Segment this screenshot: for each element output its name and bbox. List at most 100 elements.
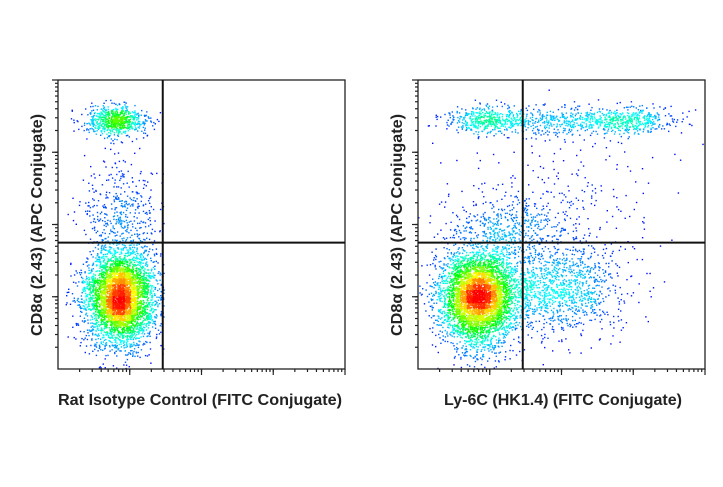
data-point xyxy=(102,330,103,331)
data-point xyxy=(146,287,147,288)
data-point xyxy=(103,304,104,305)
data-point xyxy=(97,278,98,279)
data-point xyxy=(90,297,91,298)
data-point xyxy=(132,354,133,355)
data-point xyxy=(116,351,117,352)
data-point xyxy=(138,193,139,194)
data-point xyxy=(110,267,111,268)
data-point xyxy=(135,212,136,213)
data-point xyxy=(88,277,89,278)
data-point xyxy=(129,276,130,277)
data-point xyxy=(115,198,116,199)
data-point xyxy=(87,319,88,320)
data-point xyxy=(112,129,113,130)
data-point xyxy=(80,308,81,309)
data-point xyxy=(136,277,137,278)
data-point xyxy=(119,310,120,311)
data-point xyxy=(160,253,161,254)
data-point xyxy=(160,255,161,256)
data-point xyxy=(101,318,102,319)
data-point xyxy=(126,310,127,311)
data-point xyxy=(160,325,161,326)
data-point xyxy=(83,305,84,306)
data-point xyxy=(87,213,88,214)
data-point xyxy=(111,117,112,118)
data-point xyxy=(139,301,140,302)
data-point xyxy=(122,227,123,228)
data-point xyxy=(95,320,96,321)
data-point xyxy=(138,281,139,282)
data-point xyxy=(90,239,91,240)
data-point xyxy=(150,302,151,303)
data-point xyxy=(101,125,102,126)
data-point xyxy=(122,280,123,281)
data-point xyxy=(99,271,100,272)
data-point xyxy=(103,306,104,307)
data-point xyxy=(124,221,125,222)
data-point xyxy=(117,125,118,126)
data-point xyxy=(83,331,84,332)
data-point xyxy=(88,129,89,130)
data-point xyxy=(144,323,145,324)
data-point xyxy=(143,221,144,222)
data-point xyxy=(100,314,101,315)
data-point xyxy=(100,296,101,297)
data-point xyxy=(149,294,150,295)
data-point xyxy=(128,315,129,316)
data-point xyxy=(154,301,155,302)
data-point xyxy=(159,333,160,334)
data-point xyxy=(130,121,131,122)
data-point xyxy=(82,289,83,290)
data-point xyxy=(153,310,154,311)
data-point xyxy=(94,281,95,282)
data-point xyxy=(107,291,108,292)
data-point xyxy=(106,196,107,197)
data-point xyxy=(130,240,131,241)
data-point xyxy=(88,285,89,286)
data-point xyxy=(147,300,148,301)
data-point xyxy=(77,272,78,273)
data-point xyxy=(129,263,130,264)
data-point xyxy=(114,215,115,216)
data-point xyxy=(133,328,134,329)
data-point xyxy=(101,332,102,333)
data-point xyxy=(122,127,123,128)
data-point xyxy=(115,258,116,259)
data-point xyxy=(122,263,123,264)
data-point xyxy=(114,279,115,280)
data-point xyxy=(98,321,99,322)
data-point xyxy=(91,116,92,117)
data-point xyxy=(124,104,125,105)
data-point xyxy=(116,235,117,236)
data-point xyxy=(151,317,152,318)
data-point xyxy=(97,128,98,129)
data-point xyxy=(141,304,142,305)
data-point xyxy=(104,284,105,285)
data-point xyxy=(148,276,149,277)
data-point xyxy=(95,118,96,119)
data-point xyxy=(140,307,141,308)
data-point xyxy=(101,316,102,317)
data-point xyxy=(118,267,119,268)
data-point xyxy=(136,245,137,246)
data-point xyxy=(115,330,116,331)
data-point xyxy=(103,279,104,280)
data-point xyxy=(111,297,112,298)
data-point xyxy=(86,313,87,314)
data-point xyxy=(114,284,115,285)
data-point xyxy=(148,354,149,355)
data-point xyxy=(95,334,96,335)
data-point xyxy=(124,125,125,126)
data-point xyxy=(139,328,140,329)
data-point xyxy=(129,329,130,330)
data-point xyxy=(89,273,90,274)
data-point xyxy=(135,125,136,126)
data-point xyxy=(115,289,116,290)
data-point xyxy=(134,337,135,338)
data-point xyxy=(95,344,96,345)
data-point xyxy=(128,232,129,233)
data-point xyxy=(114,267,115,268)
data-point xyxy=(97,253,98,254)
data-point xyxy=(136,352,137,353)
data-point xyxy=(132,273,133,274)
